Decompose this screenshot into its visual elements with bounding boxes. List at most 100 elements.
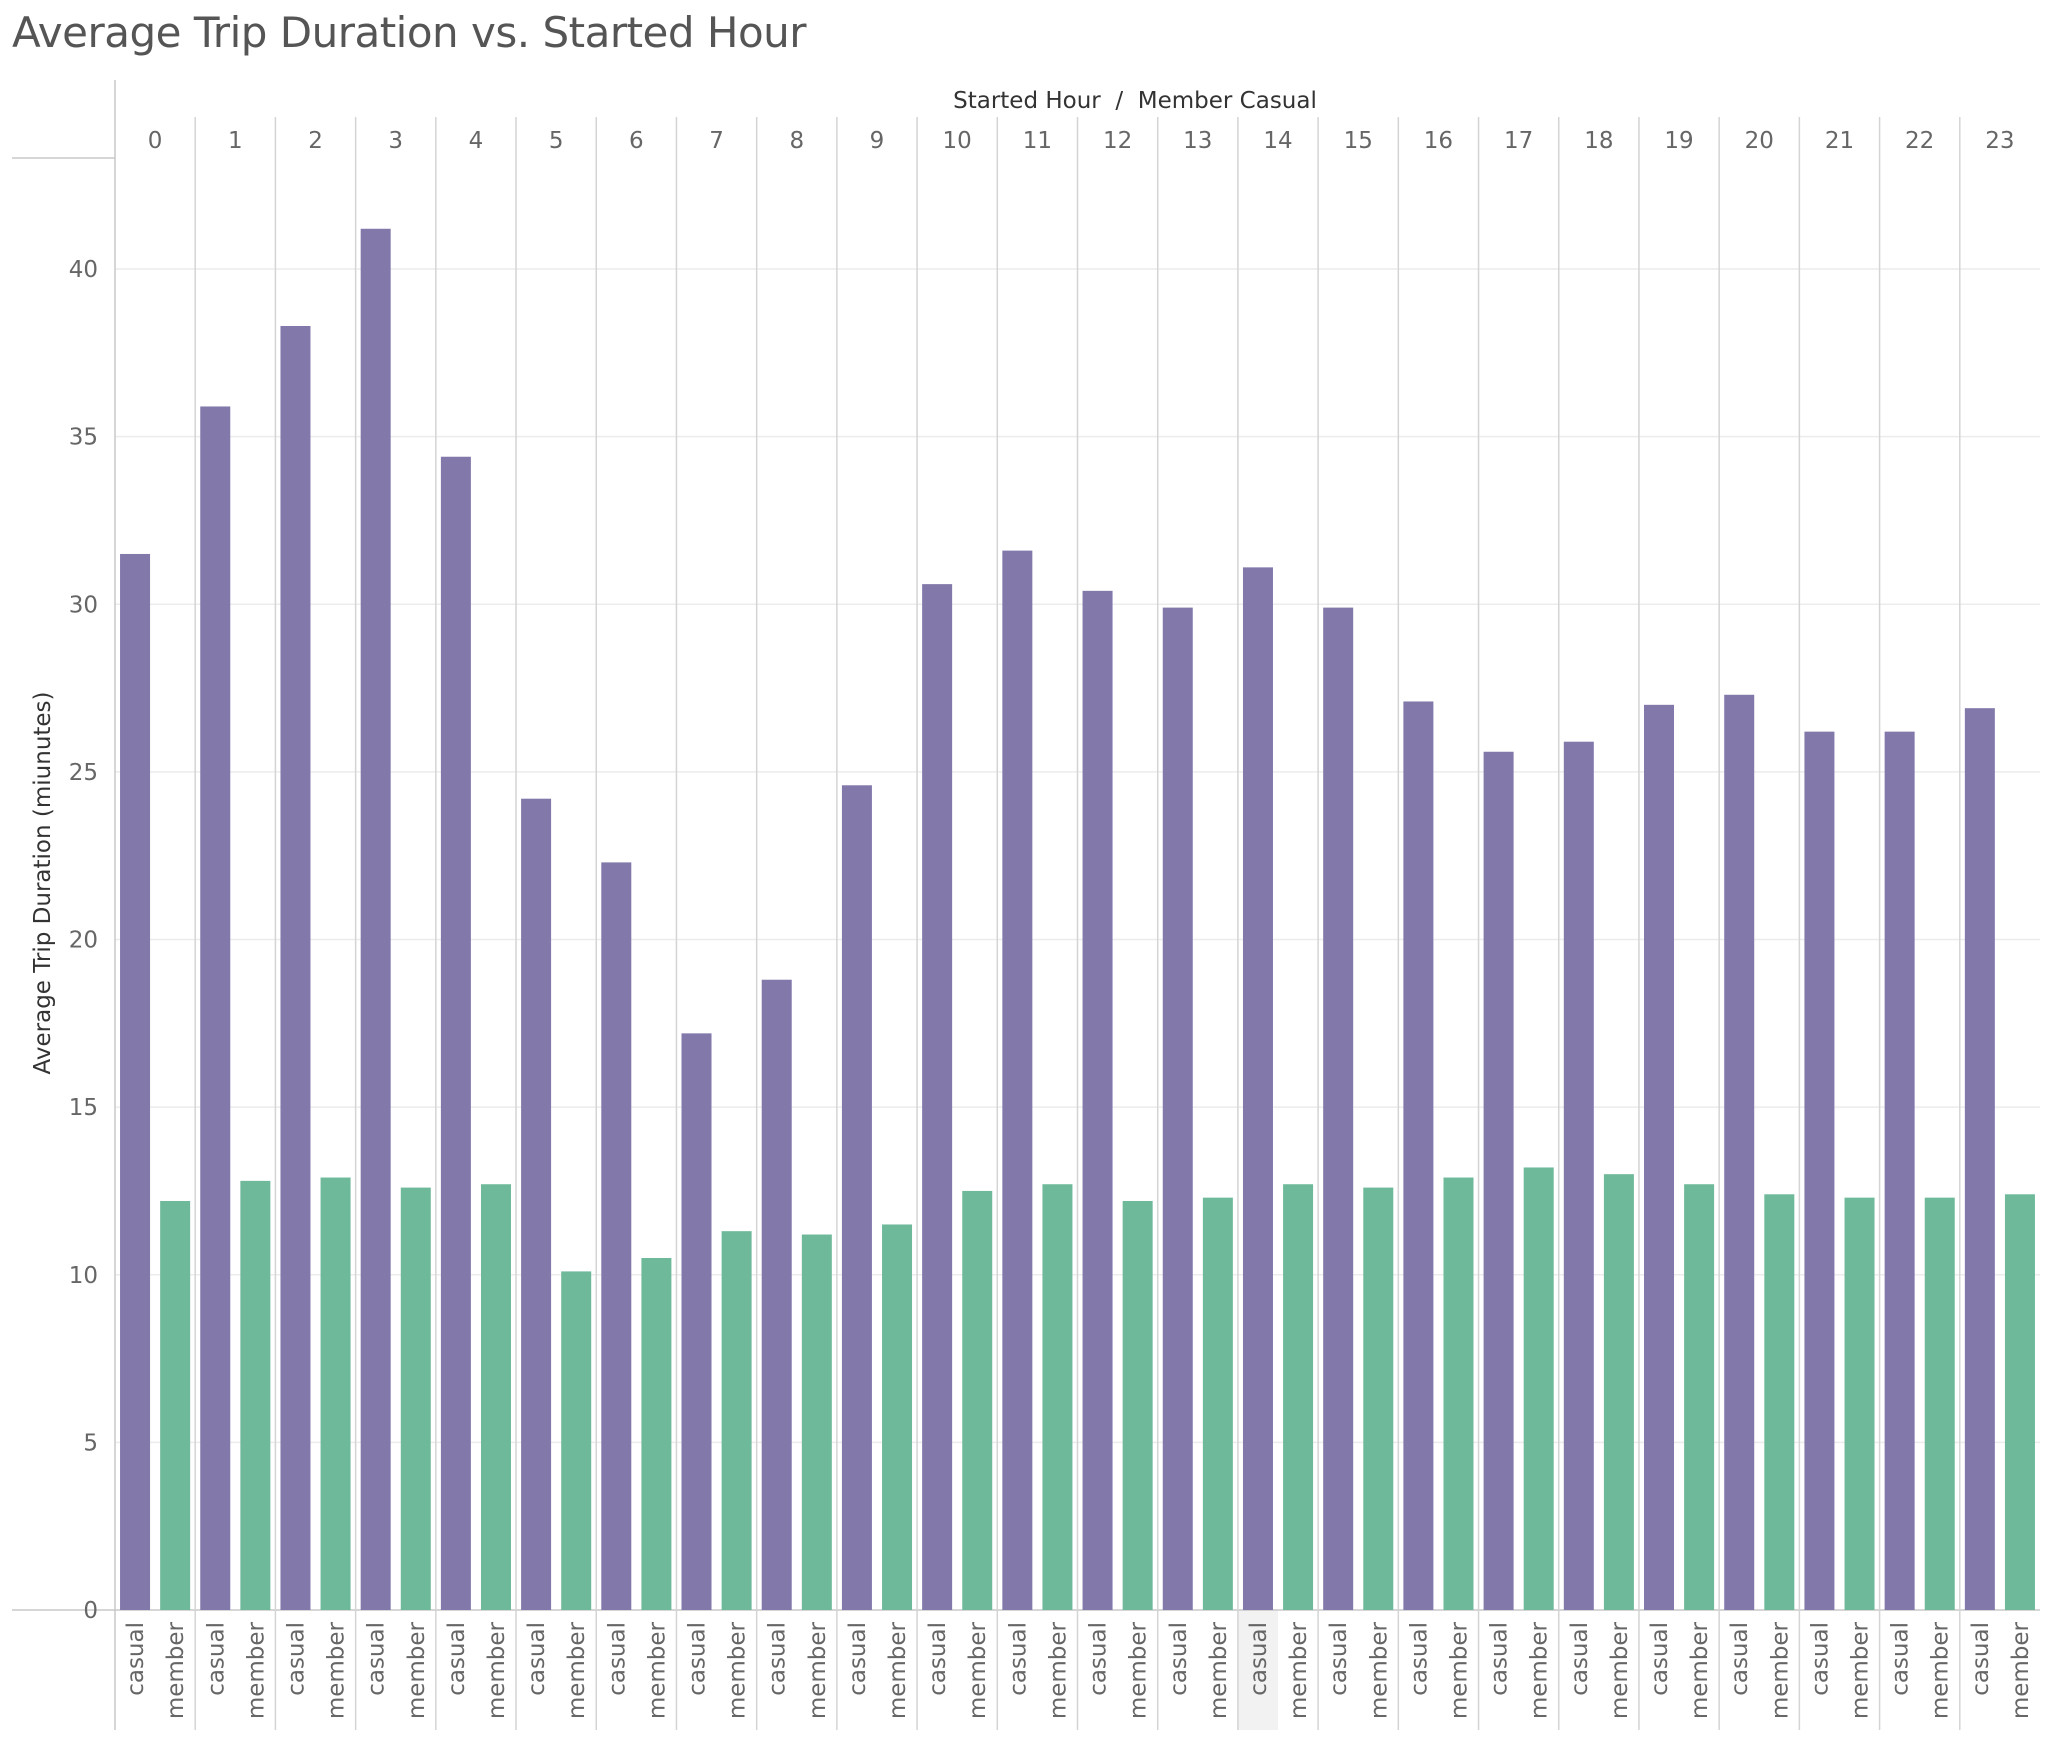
bar-casual-3 bbox=[360, 228, 391, 1610]
sub-category-label: casual bbox=[444, 1622, 470, 1696]
bar-casual-6 bbox=[601, 862, 632, 1610]
sub-category-label: member bbox=[1366, 1621, 1392, 1719]
sub-category-label: casual bbox=[604, 1622, 630, 1696]
sub-category-label: casual bbox=[845, 1622, 871, 1696]
y-tick-label: 40 bbox=[69, 257, 98, 283]
column-label: 10 bbox=[943, 128, 972, 154]
sub-category-label: casual bbox=[1326, 1622, 1352, 1696]
sub-category-label: member bbox=[1446, 1621, 1472, 1719]
bar-member-22 bbox=[1924, 1197, 1955, 1610]
y-tick-label: 20 bbox=[69, 928, 98, 954]
bar-casual-7 bbox=[681, 1033, 712, 1610]
sub-category-label: casual bbox=[925, 1622, 951, 1696]
sub-category-label: member bbox=[484, 1621, 510, 1719]
sub-category-label: casual bbox=[1968, 1622, 1994, 1696]
bar-member-5 bbox=[561, 1271, 592, 1610]
y-tick-label: 35 bbox=[69, 425, 98, 451]
column-label: 18 bbox=[1584, 128, 1613, 154]
column-label: 2 bbox=[308, 128, 323, 154]
bar-member-14 bbox=[1283, 1184, 1314, 1610]
column-label: 4 bbox=[469, 128, 484, 154]
bar-casual-5 bbox=[521, 798, 552, 1610]
bar-member-17 bbox=[1523, 1167, 1554, 1610]
chart-frame bbox=[12, 80, 2040, 1730]
column-header: Started Hour / Member Casual bbox=[953, 88, 1317, 114]
highlight-cell bbox=[1237, 1610, 1279, 1730]
bar-casual-18 bbox=[1563, 741, 1594, 1610]
column-label: 13 bbox=[1183, 128, 1212, 154]
sub-category-label: member bbox=[725, 1621, 751, 1719]
bar-member-2 bbox=[320, 1177, 351, 1610]
sub-category-label: member bbox=[243, 1621, 269, 1719]
bar-member-20 bbox=[1764, 1194, 1795, 1610]
sub-category-label: casual bbox=[1727, 1622, 1753, 1696]
column-label: 5 bbox=[549, 128, 564, 154]
bars bbox=[120, 228, 2035, 1611]
bar-member-3 bbox=[400, 1187, 431, 1610]
bar-casual-11 bbox=[1002, 550, 1033, 1610]
bar-member-4 bbox=[480, 1184, 511, 1610]
column-label: 16 bbox=[1424, 128, 1453, 154]
sub-category-label: member bbox=[2008, 1621, 2034, 1719]
bar-casual-9 bbox=[841, 785, 872, 1610]
bar-casual-22 bbox=[1884, 731, 1915, 1610]
y-tick-label: 30 bbox=[69, 592, 98, 618]
bar-casual-16 bbox=[1403, 701, 1434, 1610]
sub-category-label: member bbox=[1767, 1621, 1793, 1719]
y-tick-label: 15 bbox=[69, 1095, 98, 1121]
column-label: 9 bbox=[870, 128, 885, 154]
bar-casual-17 bbox=[1483, 751, 1514, 1610]
sub-category-label: casual bbox=[1166, 1622, 1192, 1696]
bar-casual-8 bbox=[761, 979, 792, 1610]
sub-category-label: member bbox=[1527, 1621, 1553, 1719]
bar-member-13 bbox=[1202, 1197, 1233, 1610]
sub-category-label: casual bbox=[1487, 1622, 1513, 1696]
sub-category-label: casual bbox=[1567, 1622, 1593, 1696]
column-label: 3 bbox=[388, 128, 403, 154]
bar-casual-1 bbox=[200, 406, 231, 1610]
bar-casual-20 bbox=[1724, 694, 1755, 1610]
sub-category-label: member bbox=[163, 1621, 189, 1719]
sub-category-label: casual bbox=[765, 1622, 791, 1696]
column-label: 19 bbox=[1664, 128, 1693, 154]
column-label: 8 bbox=[789, 128, 804, 154]
bar-casual-12 bbox=[1082, 590, 1113, 1610]
sub-category-label: casual bbox=[123, 1622, 149, 1696]
sub-category-label: member bbox=[965, 1621, 991, 1719]
column-label: 22 bbox=[1905, 128, 1934, 154]
bar-member-6 bbox=[641, 1257, 672, 1610]
y-tick-label: 0 bbox=[83, 1598, 98, 1624]
y-tick-label: 10 bbox=[69, 1263, 98, 1289]
sub-category-label: casual bbox=[1086, 1622, 1112, 1696]
bar-casual-4 bbox=[440, 456, 471, 1610]
bar-member-21 bbox=[1844, 1197, 1875, 1610]
bar-casual-13 bbox=[1162, 607, 1193, 1610]
bar-member-16 bbox=[1443, 1177, 1474, 1610]
y-axis-title: Average Trip Duration (miunutes) bbox=[30, 691, 56, 1074]
bar-member-9 bbox=[882, 1224, 913, 1610]
column-label: 23 bbox=[1985, 128, 2014, 154]
bar-casual-19 bbox=[1644, 704, 1675, 1610]
sub-category-label: member bbox=[1848, 1621, 1874, 1719]
column-label: 0 bbox=[148, 128, 163, 154]
bar-member-19 bbox=[1684, 1184, 1715, 1610]
sub-category-label: casual bbox=[1406, 1622, 1432, 1696]
sub-category-label: member bbox=[644, 1621, 670, 1719]
column-label: 1 bbox=[228, 128, 243, 154]
bar-member-10 bbox=[962, 1190, 993, 1610]
bar-casual-21 bbox=[1804, 731, 1835, 1610]
y-tick-label: 25 bbox=[69, 760, 98, 786]
bar-member-1 bbox=[240, 1180, 271, 1610]
sub-category-label: member bbox=[1126, 1621, 1152, 1719]
bar-member-0 bbox=[160, 1200, 191, 1610]
sub-category-label: member bbox=[1607, 1621, 1633, 1719]
sub-category-label: member bbox=[564, 1621, 590, 1719]
sub-category-label: casual bbox=[1807, 1622, 1833, 1696]
y-tick-label: 5 bbox=[83, 1430, 98, 1456]
sub-category-label: member bbox=[1687, 1621, 1713, 1719]
sub-category-label: casual bbox=[283, 1622, 309, 1696]
column-label: 21 bbox=[1825, 128, 1854, 154]
sub-category-label: member bbox=[404, 1621, 430, 1719]
